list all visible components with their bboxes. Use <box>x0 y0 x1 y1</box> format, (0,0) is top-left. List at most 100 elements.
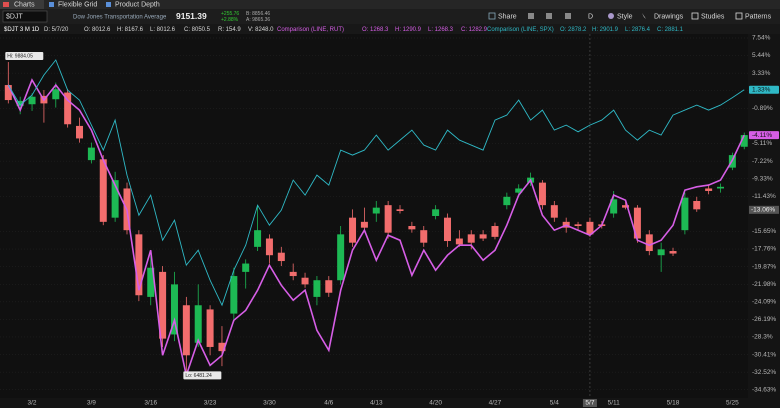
candle-body <box>633 207 641 239</box>
x-tick-label: 5/25 <box>726 400 739 407</box>
x-tick-label: 3/2 <box>28 400 37 407</box>
y-tick-label: 5.44% <box>752 52 771 59</box>
candle-body <box>693 200 701 210</box>
y-tick-label: -5.11% <box>752 140 772 147</box>
candle-body <box>455 238 463 245</box>
readout: O: 8012.6 <box>84 27 111 33</box>
x-tick-label: 3/16 <box>144 400 157 407</box>
candle-body <box>538 182 546 206</box>
x-tick-label: 4/13 <box>370 400 383 407</box>
candle-body <box>503 196 511 206</box>
last-value-box <box>749 131 779 140</box>
candle-body <box>491 226 499 237</box>
patterns-icon <box>735 12 743 20</box>
candle-body <box>610 199 618 214</box>
candle-body <box>515 188 523 193</box>
x-tick-label: 3/23 <box>204 400 217 407</box>
symbol[interactable]: $DJT <box>6 14 23 21</box>
candle-body <box>76 125 84 139</box>
candle-body <box>182 305 190 356</box>
candle-body <box>301 277 309 285</box>
y-tick-label: 3.33% <box>752 70 771 77</box>
symbol-box[interactable] <box>2 10 48 23</box>
crosshair-x-box <box>582 399 597 407</box>
tab[interactable]: Product Depth <box>115 2 160 9</box>
y-tick-label: -24.09% <box>752 299 776 306</box>
readout: L: 8012.6 <box>150 27 176 33</box>
candle-body <box>705 188 713 191</box>
toolbar-button[interactable]: D <box>588 14 593 21</box>
candle-body <box>289 271 297 277</box>
last-price: 9151.39 <box>176 11 207 21</box>
last-value-box <box>749 85 779 94</box>
toolbar-button[interactable]: Patterns <box>745 14 772 21</box>
candle-body <box>657 249 665 256</box>
candle-body <box>360 221 368 228</box>
toolbar-button[interactable]: Style <box>617 14 633 21</box>
depth-icon <box>106 2 111 7</box>
icon-button[interactable] <box>565 13 571 19</box>
x-tick-label: 5/11 <box>608 400 621 407</box>
candle-body <box>4 85 12 101</box>
tab[interactable]: Flexible Grid <box>58 2 97 9</box>
crosshair-x-label: 5/7 <box>585 400 594 407</box>
candle-body <box>16 100 24 106</box>
candle-body <box>337 234 345 281</box>
crosshair-y-box <box>749 205 779 214</box>
candle-body <box>52 89 60 100</box>
readout: C: 2881.1 <box>657 27 684 33</box>
toolbar-button[interactable]: Drawings <box>654 14 684 21</box>
candle-body <box>550 205 558 218</box>
candle-body <box>717 186 724 189</box>
y-tick-label: -0.89% <box>752 105 773 112</box>
x-tick-label: 5/4 <box>550 400 559 407</box>
toolbar-button[interactable]: Share <box>498 14 517 21</box>
percent-change: +2.88% <box>221 17 239 23</box>
candle-body <box>574 224 582 227</box>
candle-body <box>645 234 653 252</box>
icon-button[interactable] <box>546 13 552 19</box>
y-tick-label: -7.22% <box>752 158 773 165</box>
candle-body <box>479 234 487 239</box>
x-tick-label: 5/18 <box>667 400 680 407</box>
chart-header <box>0 24 780 34</box>
candle-body <box>586 221 594 235</box>
active-tab[interactable] <box>0 0 44 9</box>
readout: L: 1268.3 <box>428 27 454 33</box>
readout: D: 5/7/20 <box>44 27 69 33</box>
readout: H: 1290.9 <box>395 27 422 33</box>
readout: C: 1282.9 <box>461 27 488 33</box>
candle-body <box>622 205 630 208</box>
toolbar <box>0 9 780 24</box>
tab[interactable]: Charts <box>14 2 35 9</box>
tab-bar <box>0 0 780 9</box>
style-icon <box>608 13 614 19</box>
candle-body <box>669 251 677 254</box>
candle-body <box>254 230 262 247</box>
candle-body <box>170 284 178 335</box>
crosshair-y-label: -13.06% <box>751 207 775 214</box>
candle-body <box>432 209 440 216</box>
candle-body <box>147 267 155 297</box>
x-tick-label: 4/27 <box>489 400 502 407</box>
description: Dow Jones Transportation Average <box>73 14 167 20</box>
grid-icon <box>49 2 54 7</box>
toolbar-button[interactable]: Studies <box>701 14 725 21</box>
candle-body <box>467 234 475 243</box>
candle-body <box>420 230 428 243</box>
y-tick-label: -17.76% <box>752 246 776 253</box>
comparison-line <box>7 59 745 307</box>
candle-body <box>99 159 107 222</box>
candle-body <box>443 217 451 242</box>
icon-button[interactable] <box>528 13 534 19</box>
y-tick-label: -32.52% <box>752 369 776 376</box>
y-tick-label: -28.3% <box>752 334 773 341</box>
candle-body <box>206 309 214 347</box>
candle-body <box>349 217 357 243</box>
price-axis <box>748 34 780 408</box>
legend-entry: Comparison (LINE, SPX) <box>487 27 554 33</box>
annotation-box <box>183 371 222 380</box>
readout: H: 2901.9 <box>592 27 619 33</box>
